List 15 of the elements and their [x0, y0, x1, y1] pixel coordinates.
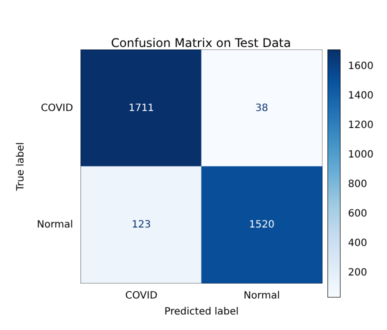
chart-title: Confusion Matrix on Test Data [111, 36, 291, 50]
data-label: 123 [132, 219, 151, 230]
color-bar-label: 1000 [348, 149, 374, 160]
y-axis-title: True label [16, 142, 26, 192]
x-axis-title: Predicted label [164, 306, 239, 318]
color-bar-label: 1200 [348, 120, 374, 131]
color-bar-label: 200 [348, 268, 368, 279]
data-label: 1711 [128, 102, 154, 114]
color-bar-label: 1400 [348, 90, 374, 102]
color-bar-label: 600 [348, 208, 368, 220]
data-label: 38 [255, 102, 268, 114]
color-bar-label: 400 [348, 238, 368, 250]
data-label: 1520 [249, 219, 274, 230]
color-bar-label: 1600 [348, 60, 374, 72]
color-bar-label: 800 [348, 179, 368, 190]
